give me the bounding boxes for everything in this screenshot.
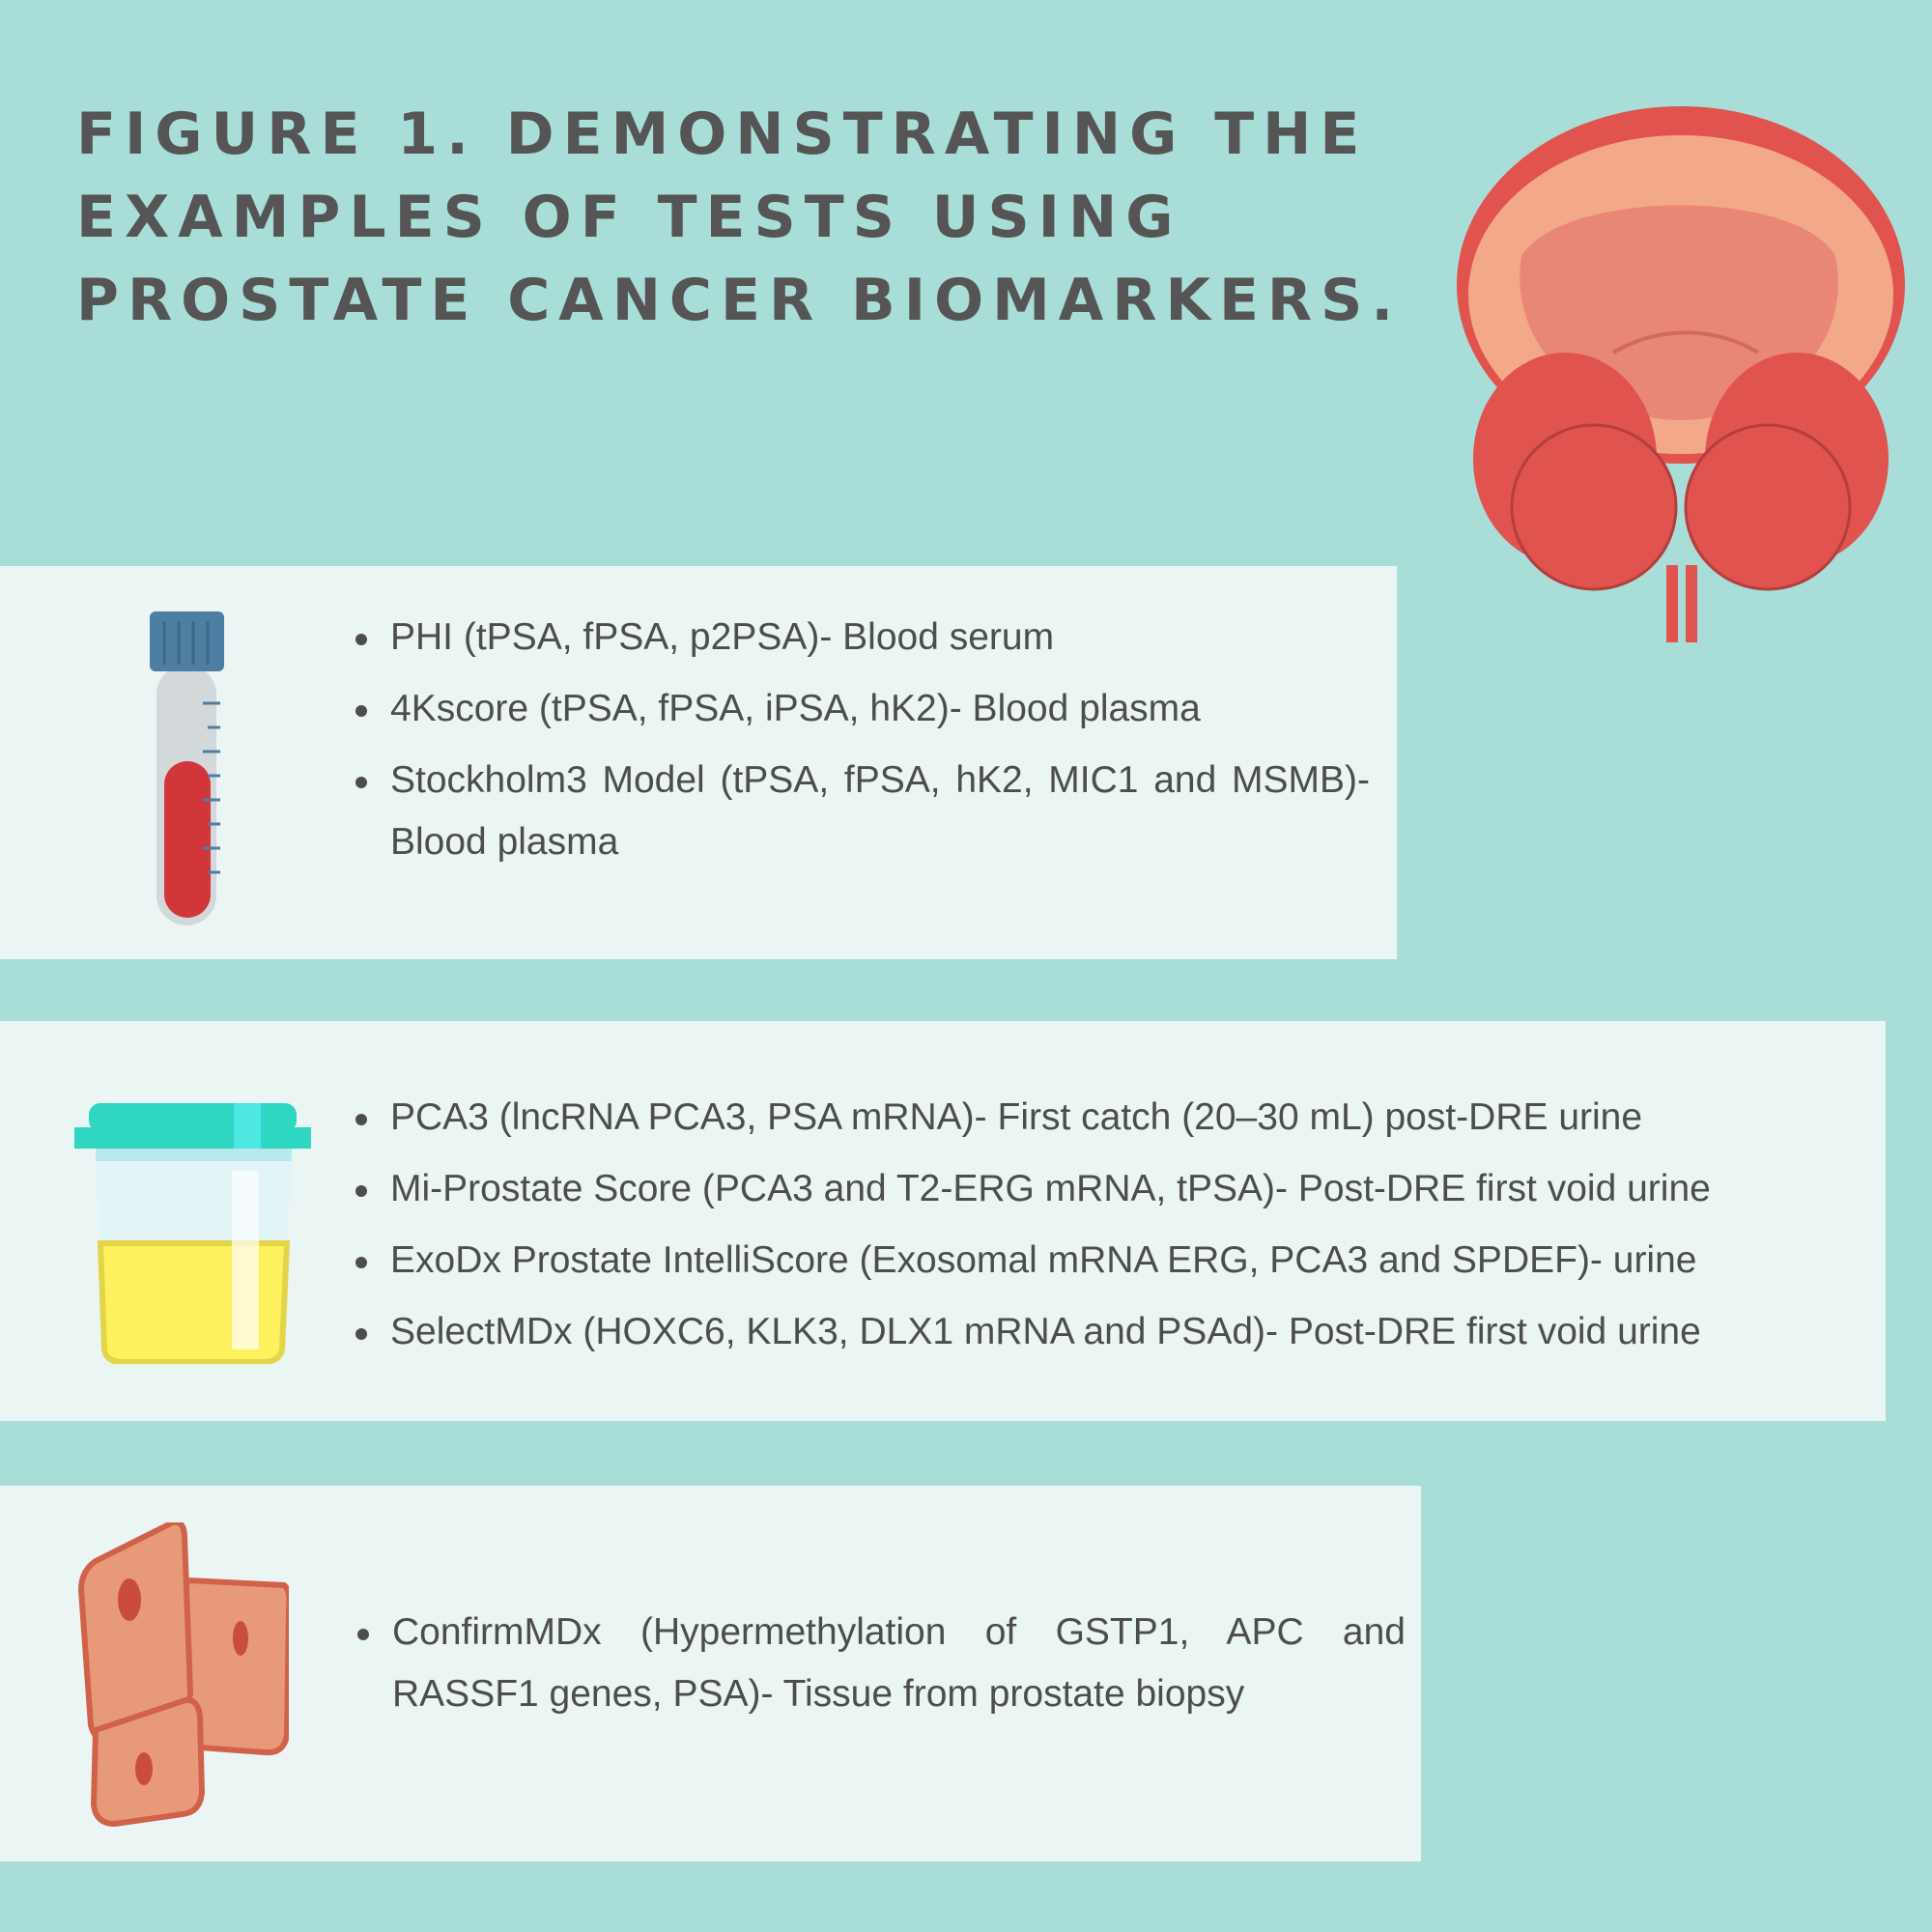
list-item: PHI (tPSA, fPSA, p2PSA)- Blood serum xyxy=(355,607,1370,668)
list-item: SelectMDx (HOXC6, KLK3, DLX1 mRNA and PS… xyxy=(355,1301,1872,1363)
prostate-organ-icon xyxy=(1457,106,1905,642)
list-item: Mi-Prostate Score (PCA3 and T2-ERG mRNA,… xyxy=(355,1158,1872,1220)
urine-tests-list: PCA3 (lncRNA PCA3, PSA mRNA)- First catc… xyxy=(355,1087,1872,1373)
urine-tests-panel xyxy=(0,1021,1886,1421)
blood-tests-list: PHI (tPSA, fPSA, p2PSA)- Blood serum 4Ks… xyxy=(355,607,1370,883)
list-item: ConfirmMDx (Hypermethylation of GSTP1, A… xyxy=(357,1602,1406,1725)
list-item: 4Kscore (tPSA, fPSA, iPSA, hK2)- Blood p… xyxy=(355,678,1370,740)
list-item: Stockholm3 Model (tPSA, fPSA, hK2, MIC1 … xyxy=(355,750,1370,873)
tissue-tests-list: ConfirmMDx (Hypermethylation of GSTP1, A… xyxy=(357,1602,1406,1735)
blood-tests-panel xyxy=(0,566,1397,959)
list-item: PCA3 (lncRNA PCA3, PSA mRNA)- First catc… xyxy=(355,1087,1872,1149)
list-item: ExoDx Prostate IntelliScore (Exosomal mR… xyxy=(355,1230,1872,1292)
urine-cup-icon xyxy=(74,1103,311,1364)
blood-tube-icon xyxy=(150,611,224,925)
figure-title: FIGURE 1. DEMONSTRATING THE EXAMPLES OF … xyxy=(76,100,1403,334)
tissue-cells-icon xyxy=(77,1522,289,1827)
